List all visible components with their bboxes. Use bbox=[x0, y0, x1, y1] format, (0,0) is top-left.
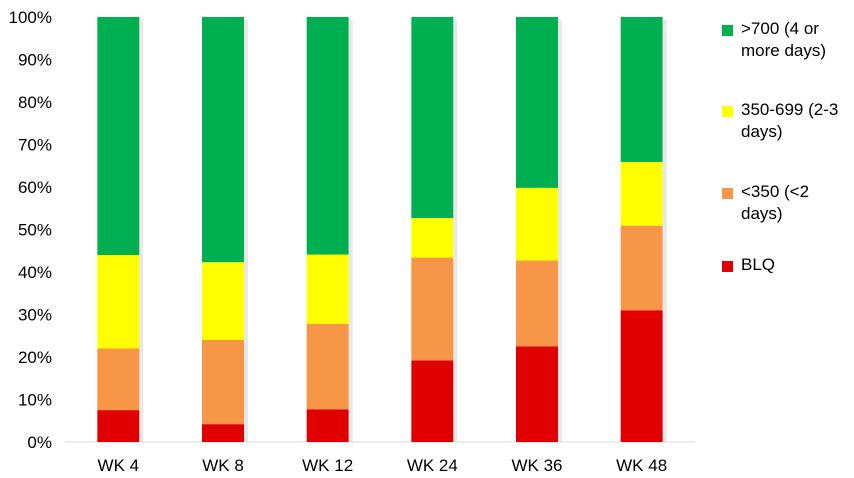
y-tick-label: 60% bbox=[18, 178, 52, 197]
y-tick-label: 0% bbox=[27, 433, 52, 452]
bar-segment bbox=[202, 424, 244, 442]
legend-label-350-699: 350-699 (2-3 days) bbox=[741, 100, 839, 141]
x-tick-label: WK 24 bbox=[407, 456, 458, 473]
bar-segment bbox=[202, 262, 244, 340]
bar-segment bbox=[411, 17, 454, 219]
y-tick-label: 20% bbox=[18, 348, 52, 367]
bar-shadow bbox=[244, 20, 248, 442]
bar-shadow bbox=[662, 20, 667, 442]
bar-segment bbox=[411, 257, 454, 361]
bar-segment bbox=[411, 360, 454, 442]
x-tick-label: WK 48 bbox=[616, 456, 667, 473]
y-tick-label: 30% bbox=[18, 306, 52, 325]
bar-segment bbox=[306, 409, 349, 442]
bar-segment bbox=[97, 17, 140, 255]
bar-segment bbox=[97, 348, 140, 411]
legend-swatch-blq bbox=[722, 261, 733, 272]
bar-segment bbox=[411, 218, 454, 258]
bar-segment bbox=[620, 161, 663, 226]
legend-swatch-lt350 bbox=[722, 188, 733, 199]
x-tick-labels: WK 4 WK 8 WK 12 WK 24 WK 36 WK 48 bbox=[98, 456, 668, 475]
legend-swatch-350-699 bbox=[722, 106, 733, 117]
x-tick-label: WK 8 bbox=[202, 456, 244, 473]
bars bbox=[97, 17, 667, 442]
bar-segment bbox=[516, 187, 558, 261]
y-tick-label: 70% bbox=[18, 136, 52, 155]
bar-shadow bbox=[139, 20, 144, 442]
bar-segment bbox=[97, 410, 140, 442]
bar-segment bbox=[202, 17, 244, 263]
legend-label-blq: BLQ bbox=[741, 255, 776, 274]
bar-segment bbox=[516, 346, 558, 442]
bar-shadow bbox=[348, 20, 353, 442]
bar-segment bbox=[516, 260, 558, 347]
y-tick-labels: 0% 10% 20% 30% 40% 50% 60% 70% 80% 90% 100% bbox=[9, 8, 52, 452]
legend-label-lt350: <350 (<2 days) bbox=[741, 182, 810, 223]
y-tick-label: 80% bbox=[18, 93, 52, 112]
bar-segment bbox=[97, 255, 140, 349]
bar-segment bbox=[620, 17, 663, 162]
bar-segment bbox=[202, 340, 244, 425]
y-tick-label: 90% bbox=[18, 51, 52, 70]
bar-shadow bbox=[453, 20, 458, 442]
bar-segment bbox=[306, 323, 349, 410]
y-tick-label: 10% bbox=[18, 391, 52, 410]
x-tick-label: WK 12 bbox=[302, 456, 353, 473]
x-tick-label: WK 4 bbox=[98, 456, 140, 473]
legend-swatch-gt700 bbox=[722, 25, 733, 36]
bar-segment bbox=[306, 254, 349, 324]
x-tick-label: WK 36 bbox=[511, 456, 562, 473]
bar-segment bbox=[620, 225, 663, 311]
y-tick-label: 100% bbox=[9, 8, 52, 27]
bar-segment bbox=[306, 17, 349, 255]
legend-label-gt700: >700 (4 or more days) bbox=[741, 19, 827, 60]
bar-shadow bbox=[558, 20, 562, 442]
bar-segment bbox=[516, 17, 558, 188]
y-tick-label: 50% bbox=[18, 221, 52, 240]
y-tick-label: 40% bbox=[18, 263, 52, 282]
bar-segment bbox=[620, 310, 663, 442]
